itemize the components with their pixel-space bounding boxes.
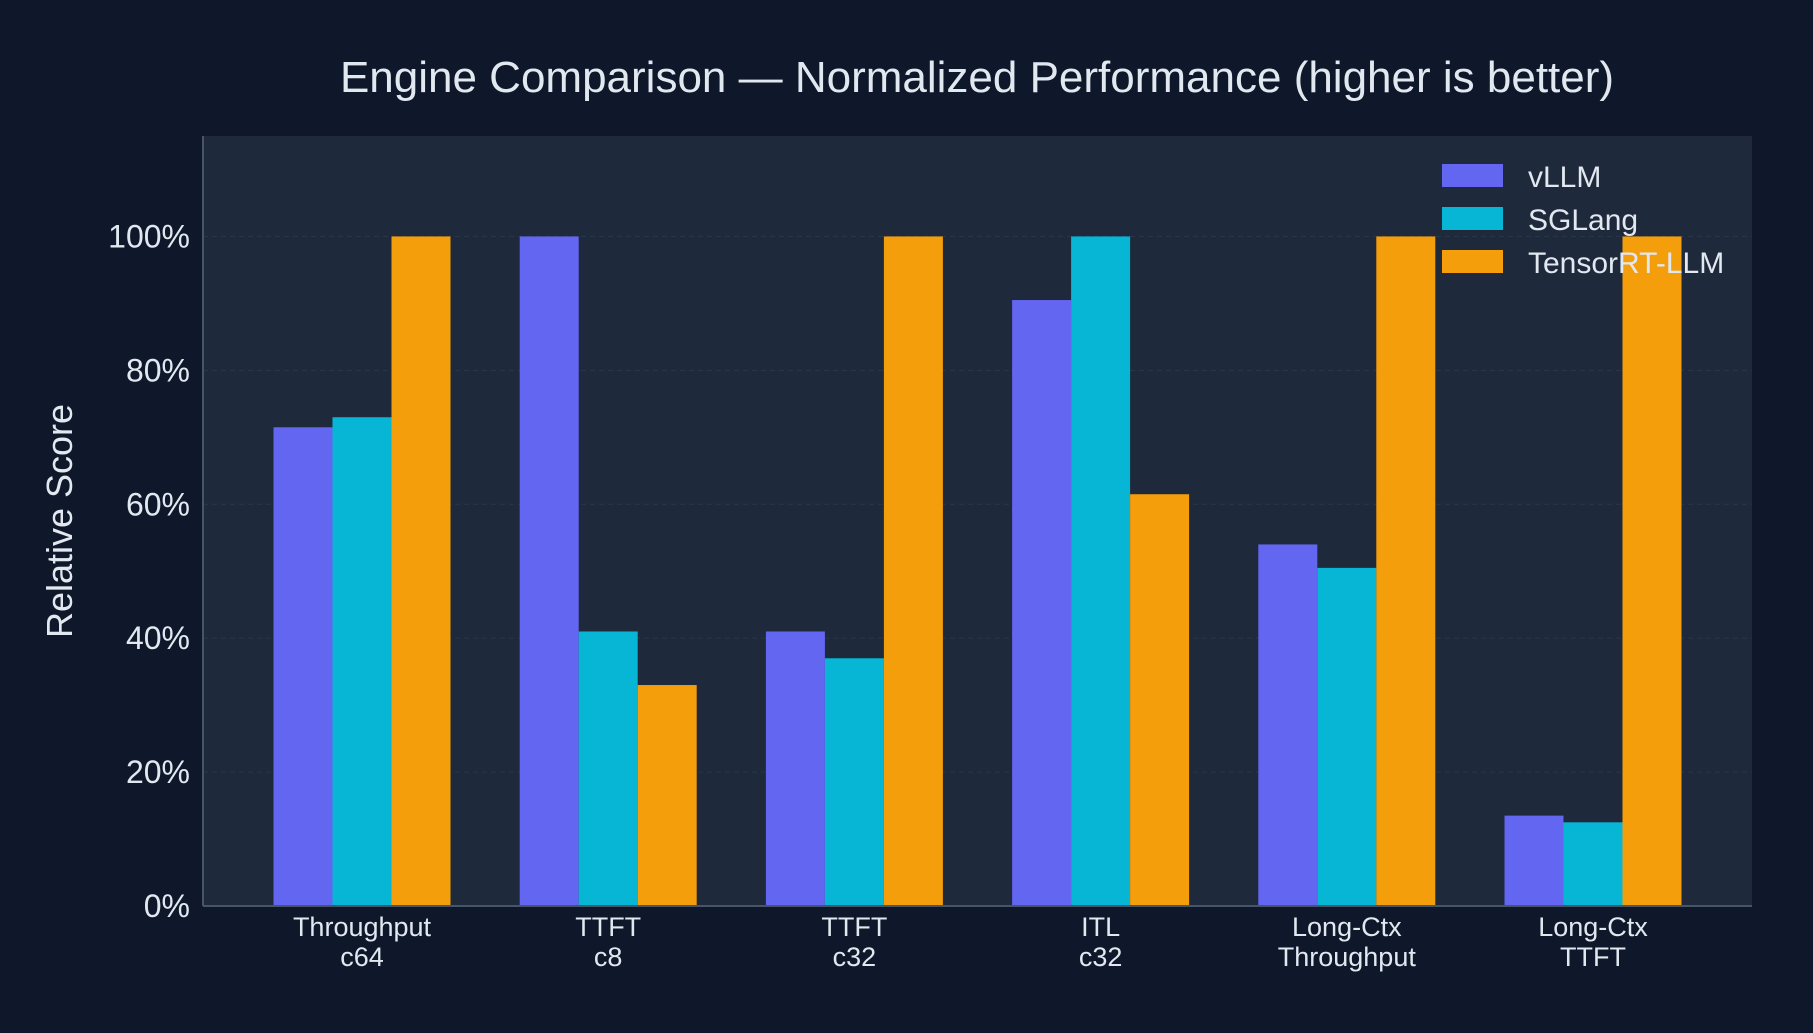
bar-vllm [1504, 815, 1564, 906]
bar-tensorrt-llm [883, 236, 943, 906]
legend-label: TensorRT-LLM [1528, 247, 1724, 280]
y-tick-label: 60% [126, 486, 190, 522]
chart-title: Engine Comparison — Normalized Performan… [340, 53, 1614, 102]
bar-tensorrt-llm [1130, 494, 1190, 906]
grid-lines [203, 235, 1752, 773]
legend: vLLM SGLang TensorRT-LLM [1442, 161, 1724, 280]
y-tick-label: 0% [144, 888, 190, 924]
bar-vllm [519, 236, 579, 906]
bar-tensorrt-llm [637, 685, 697, 906]
bar-vllm [1258, 544, 1318, 906]
bar-vllm [1012, 300, 1072, 907]
axes: 0%20%40%60%80%100%Throughputc64TTFTc8TTF… [108, 136, 1752, 972]
bar-vllm [765, 631, 825, 906]
bar-sglang [1563, 822, 1623, 906]
y-tick-label: 20% [126, 754, 190, 790]
x-tick-label: TTFT [575, 912, 641, 942]
bar-sglang [332, 417, 392, 906]
x-tick-label: c64 [340, 942, 384, 972]
x-tick-label: c8 [594, 942, 623, 972]
bar-tensorrt-llm [1376, 236, 1436, 906]
bar-tensorrt-llm [1622, 236, 1682, 906]
bar-sglang [1071, 236, 1131, 906]
legend-swatch [1442, 164, 1503, 187]
x-tick-label: Throughput [293, 912, 432, 942]
legend-swatch [1442, 207, 1503, 230]
x-tick-label: c32 [1079, 942, 1123, 972]
legend-label: vLLM [1528, 161, 1601, 194]
bar-sglang [1317, 567, 1377, 906]
x-tick-label: ITL [1081, 912, 1120, 942]
x-tick-label: TTFT [1560, 942, 1626, 972]
x-tick-label: TTFT [821, 912, 887, 942]
y-tick-label: 40% [126, 620, 190, 656]
x-tick-label: c32 [833, 942, 877, 972]
bar-tensorrt-llm [391, 236, 451, 906]
x-tick-label: Throughput [1278, 942, 1417, 972]
bar-sglang [824, 658, 884, 906]
y-tick-label: 100% [108, 218, 190, 254]
bar-sglang [578, 631, 638, 906]
bar-vllm [273, 427, 333, 906]
y-tick-label: 80% [126, 352, 190, 388]
legend-label: SGLang [1528, 204, 1638, 237]
bars [273, 236, 1682, 907]
x-tick-label: Long-Ctx [1292, 912, 1402, 942]
legend-swatch [1442, 250, 1503, 273]
y-axis-label: Relative Score [39, 404, 80, 638]
x-tick-label: Long-Ctx [1538, 912, 1648, 942]
